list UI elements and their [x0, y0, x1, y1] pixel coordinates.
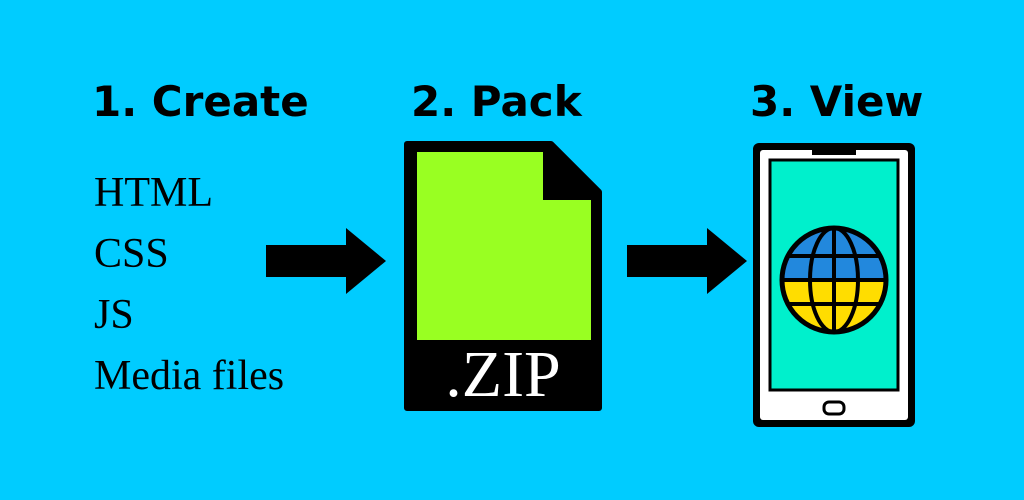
arrow-right-icon: [266, 228, 386, 294]
create-file-list: HTML CSS JS Media files: [94, 163, 284, 407]
file-type-html: HTML: [94, 170, 213, 216]
file-type-css: CSS: [94, 231, 169, 277]
step-pack-title: 2. Pack: [411, 77, 582, 126]
zip-file-label: .ZIP: [445, 338, 561, 411]
step-view-title: 3. View: [750, 77, 924, 126]
arrow-right-icon: [627, 228, 747, 294]
file-type-js: JS: [94, 292, 134, 338]
file-type-media: Media files: [94, 353, 285, 399]
smartphone-icon: [753, 143, 915, 427]
zip-file-icon: [404, 141, 602, 411]
globe-icon: [779, 225, 889, 335]
step-create-title: 1. Create: [92, 77, 309, 126]
